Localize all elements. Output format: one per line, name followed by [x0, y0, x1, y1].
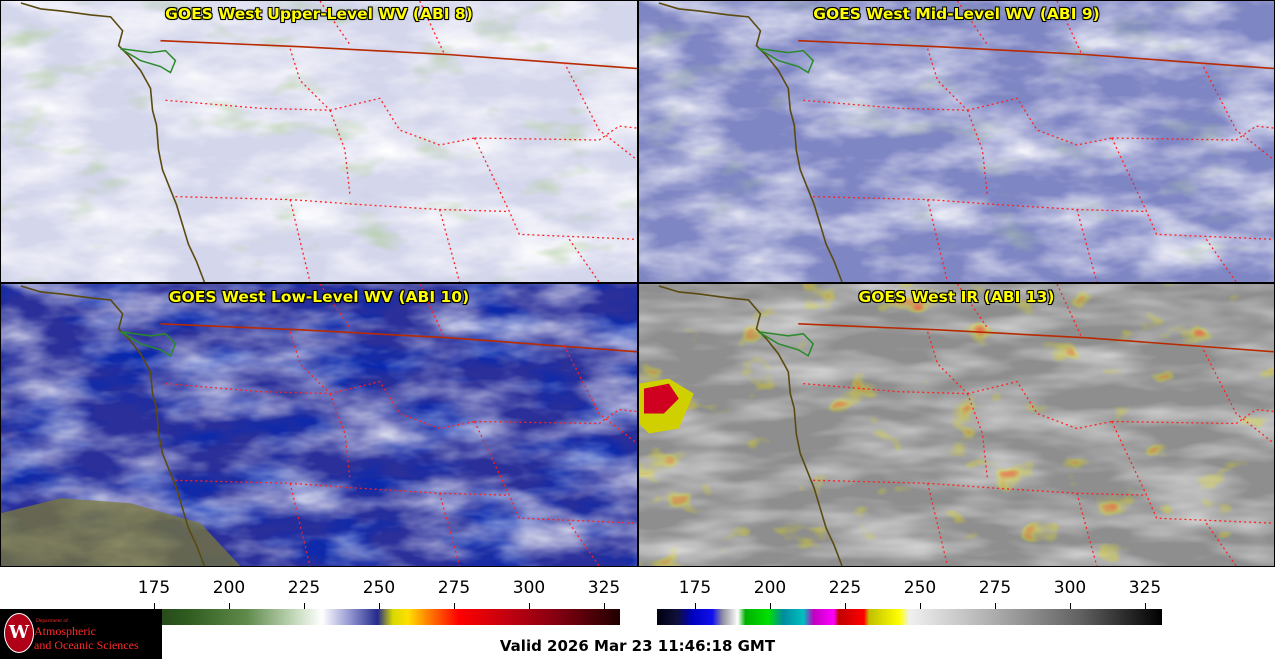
wv-colorbar	[115, 609, 620, 625]
upper-level-wv-image	[1, 1, 637, 282]
valid-time-label: Valid 2026 Mar 23 11:46:18 GMT	[499, 637, 776, 655]
ir-tick-label: 250	[903, 578, 937, 598]
ir-panel: GOES West IR (ABI 13)	[638, 283, 1275, 567]
wv-tick-label: 275	[437, 578, 471, 598]
uw-crest-icon: W	[4, 613, 34, 653]
wv-colorbar-ticks	[0, 603, 638, 609]
ir-colorbar-tick-labels: 175 200 225 250 275 300 325	[638, 578, 1275, 598]
ir-image	[639, 284, 1274, 566]
upper-level-wv-panel: GOES West Upper-Level WV (ABI 8)	[0, 0, 638, 283]
ir-tick-label: 300	[1053, 578, 1087, 598]
panel-title: GOES West Upper-Level WV (ABI 8)	[165, 5, 473, 23]
low-level-wv-panel: GOES West Low-Level WV (ABI 10)	[0, 283, 638, 567]
wv-tick-label: 225	[287, 578, 321, 598]
mid-level-wv-image	[639, 1, 1274, 282]
panel-title: GOES West IR (ABI 13)	[858, 288, 1055, 306]
logo-line-3: and Oceanic Sciences	[34, 638, 139, 652]
wv-tick-label: 250	[362, 578, 396, 598]
ir-tick-label: 325	[1128, 578, 1162, 598]
wv-tick-label: 325	[587, 578, 621, 598]
logo-line-1: Department of	[36, 618, 68, 624]
panel-title: GOES West Low-Level WV (ABI 10)	[168, 288, 470, 306]
logo-line-2: Atmospheric	[34, 624, 96, 638]
ir-tick-label: 275	[978, 578, 1012, 598]
ir-tick-label: 200	[753, 578, 787, 598]
low-level-wv-image	[1, 284, 637, 566]
wv-tick-label: 200	[212, 578, 246, 598]
ir-colorbar	[657, 609, 1162, 625]
wv-tick-label: 300	[512, 578, 546, 598]
mid-level-wv-panel: GOES West Mid-Level WV (ABI 9)	[638, 0, 1275, 283]
ir-tick-label: 225	[828, 578, 862, 598]
wv-colorbar-tick-labels: 175 200 225 250 275 300 325	[0, 578, 638, 598]
aos-logo: W Department of Atmospheric and Oceanic …	[0, 609, 162, 659]
ir-tick-label: 175	[678, 578, 712, 598]
wv-tick-label: 175	[137, 578, 171, 598]
ir-colorbar-ticks	[638, 603, 1275, 609]
panel-title: GOES West Mid-Level WV (ABI 9)	[813, 5, 1100, 23]
